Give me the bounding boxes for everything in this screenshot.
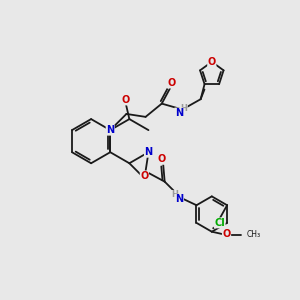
Text: H: H xyxy=(180,103,187,112)
Text: O: O xyxy=(158,154,166,164)
Text: N: N xyxy=(144,147,152,157)
Text: CH₃: CH₃ xyxy=(246,230,260,239)
Text: H: H xyxy=(171,190,178,200)
Text: O: O xyxy=(208,57,216,67)
Text: Cl: Cl xyxy=(214,218,225,228)
Text: O: O xyxy=(222,229,231,239)
Text: O: O xyxy=(122,95,130,105)
Text: O: O xyxy=(167,78,175,88)
Text: O: O xyxy=(140,171,148,181)
Text: N: N xyxy=(106,125,114,135)
Text: N: N xyxy=(175,194,184,204)
Text: N: N xyxy=(175,108,183,118)
